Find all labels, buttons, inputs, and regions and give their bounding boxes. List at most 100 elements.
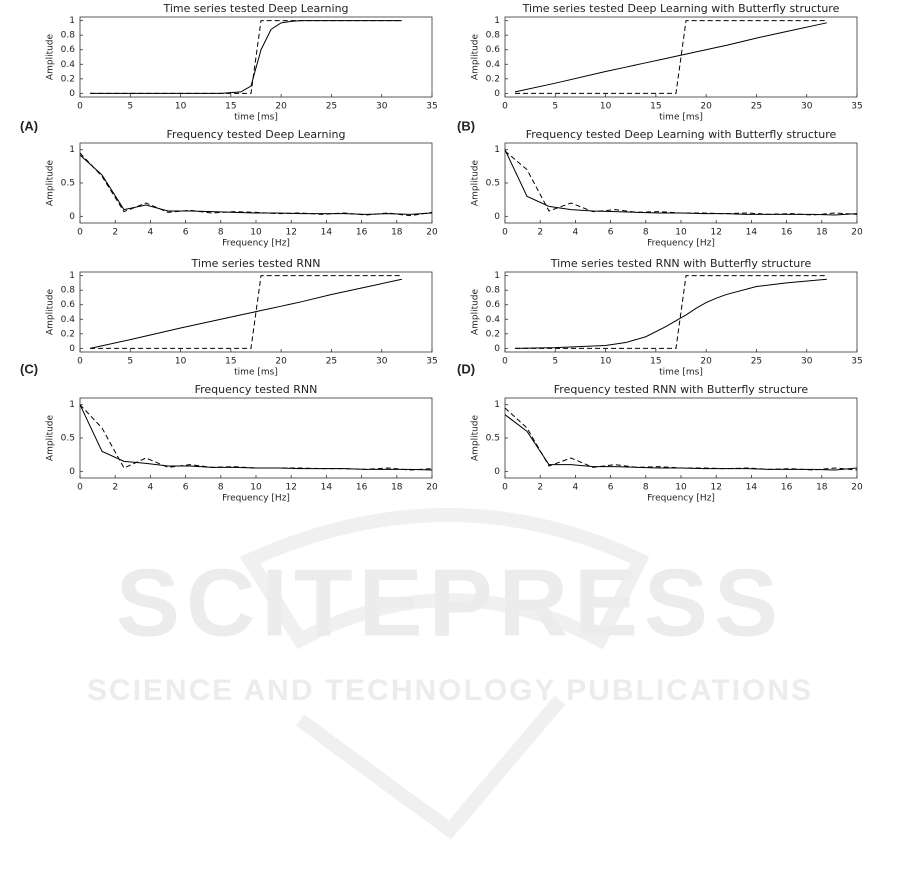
panel-label: (A) bbox=[20, 118, 38, 133]
x-tick-label: 10 bbox=[675, 483, 687, 493]
series-line bbox=[504, 414, 858, 471]
x-axis-label: time [ms] bbox=[234, 368, 278, 378]
series-line bbox=[515, 275, 827, 349]
x-tick-label: 16 bbox=[356, 228, 368, 238]
x-tick-label: 10 bbox=[175, 102, 187, 112]
y-tick-label: 1 bbox=[69, 271, 75, 281]
x-tick-label: 18 bbox=[391, 483, 403, 493]
x-tick-label: 15 bbox=[225, 357, 236, 367]
x-tick-label: 20 bbox=[700, 357, 712, 367]
series-line bbox=[504, 149, 858, 216]
x-tick-label: 0 bbox=[502, 228, 508, 238]
y-tick-label: 0.6 bbox=[486, 45, 501, 55]
chart-title: Frequency tested RNN bbox=[195, 383, 318, 396]
x-tick-label: 0 bbox=[502, 483, 508, 493]
x-tick-label: 10 bbox=[175, 357, 187, 367]
y-tick-label: 0.6 bbox=[61, 45, 76, 55]
y-tick-label: 0.5 bbox=[486, 179, 500, 189]
watermark-swoosh bbox=[239, 508, 650, 840]
x-tick-label: 18 bbox=[816, 228, 828, 238]
y-tick-label: 0.4 bbox=[61, 315, 76, 325]
y-tick-label: 0.8 bbox=[486, 286, 501, 296]
plot-frame bbox=[504, 271, 858, 353]
y-tick-label: 0 bbox=[69, 212, 75, 222]
y-tick-label: 0.2 bbox=[61, 74, 75, 84]
x-tick-label: 16 bbox=[356, 483, 368, 493]
x-tick-label: 8 bbox=[643, 483, 649, 493]
y-axis-label: Amplitude bbox=[46, 33, 56, 80]
x-tick-label: 35 bbox=[426, 357, 437, 367]
x-tick-label: 0 bbox=[502, 102, 508, 112]
x-tick-label: 10 bbox=[250, 228, 262, 238]
y-tick-label: 0.5 bbox=[486, 434, 500, 444]
chart-title: Time series tested Deep Learning bbox=[162, 2, 348, 15]
x-axis-label: time [ms] bbox=[659, 368, 703, 378]
plot-frame bbox=[79, 271, 433, 353]
x-tick-label: 20 bbox=[275, 102, 287, 112]
x-tick-label: 14 bbox=[321, 483, 333, 493]
series-line bbox=[504, 150, 858, 216]
x-tick-label: 18 bbox=[816, 483, 828, 493]
y-tick-label: 0 bbox=[69, 89, 75, 99]
x-tick-label: 30 bbox=[801, 102, 813, 112]
x-tick-label: 15 bbox=[225, 102, 236, 112]
y-axis-label: Amplitude bbox=[471, 33, 481, 80]
x-tick-label: 10 bbox=[600, 102, 612, 112]
y-tick-label: 1 bbox=[69, 145, 75, 155]
x-tick-label: 2 bbox=[112, 228, 118, 238]
x-tick-label: 20 bbox=[851, 228, 863, 238]
y-tick-label: 0.2 bbox=[486, 74, 500, 84]
y-axis-label: Amplitude bbox=[46, 159, 56, 206]
series-line bbox=[514, 22, 827, 93]
x-tick-label: 12 bbox=[710, 483, 721, 493]
x-tick-label: 4 bbox=[573, 483, 579, 493]
plot-frame bbox=[79, 142, 433, 224]
y-tick-label: 0.2 bbox=[61, 329, 75, 339]
y-axis-label: Amplitude bbox=[46, 414, 56, 461]
x-tick-label: 0 bbox=[502, 357, 508, 367]
series-line bbox=[89, 278, 402, 349]
x-tick-label: 30 bbox=[376, 357, 388, 367]
y-axis-label: Amplitude bbox=[471, 288, 481, 335]
series-line bbox=[79, 152, 433, 217]
plot-frame bbox=[504, 16, 858, 98]
y-tick-label: 0.5 bbox=[61, 434, 75, 444]
y-axis-label: Amplitude bbox=[471, 414, 481, 461]
x-tick-label: 16 bbox=[781, 483, 793, 493]
chart-title: Frequency tested RNN with Butterfly stru… bbox=[554, 383, 809, 396]
x-tick-label: 20 bbox=[426, 228, 438, 238]
x-tick-label: 6 bbox=[608, 228, 614, 238]
x-tick-label: 14 bbox=[746, 483, 758, 493]
panel-label: (B) bbox=[457, 118, 475, 133]
y-tick-label: 0.2 bbox=[486, 329, 500, 339]
x-tick-label: 30 bbox=[376, 102, 388, 112]
series-line bbox=[79, 404, 433, 471]
y-tick-label: 0 bbox=[69, 344, 75, 354]
x-tick-label: 35 bbox=[426, 102, 437, 112]
x-tick-label: 8 bbox=[643, 228, 649, 238]
series-line bbox=[90, 275, 402, 349]
plot-frame bbox=[504, 142, 858, 224]
x-tick-label: 8 bbox=[218, 228, 224, 238]
y-tick-label: 0.8 bbox=[61, 31, 76, 41]
x-tick-label: 10 bbox=[600, 357, 612, 367]
x-tick-label: 25 bbox=[326, 102, 337, 112]
series-line bbox=[90, 20, 402, 94]
x-tick-label: 15 bbox=[650, 357, 661, 367]
x-tick-label: 14 bbox=[746, 228, 758, 238]
x-tick-label: 8 bbox=[218, 483, 224, 493]
x-tick-label: 16 bbox=[781, 228, 793, 238]
y-tick-label: 0.6 bbox=[61, 300, 76, 310]
x-tick-label: 4 bbox=[573, 228, 579, 238]
y-tick-label: 0 bbox=[494, 89, 500, 99]
x-tick-label: 30 bbox=[801, 357, 813, 367]
x-tick-label: 5 bbox=[552, 102, 558, 112]
y-axis-label: Amplitude bbox=[46, 288, 56, 335]
y-tick-label: 0 bbox=[494, 467, 500, 477]
panel-label: (D) bbox=[457, 361, 475, 376]
x-tick-label: 10 bbox=[250, 483, 262, 493]
chart-title: Time series tested Deep Learning with Bu… bbox=[522, 2, 840, 15]
x-tick-label: 4 bbox=[148, 228, 154, 238]
x-axis-label: Frequency [Hz] bbox=[647, 239, 715, 249]
x-tick-label: 20 bbox=[275, 357, 287, 367]
